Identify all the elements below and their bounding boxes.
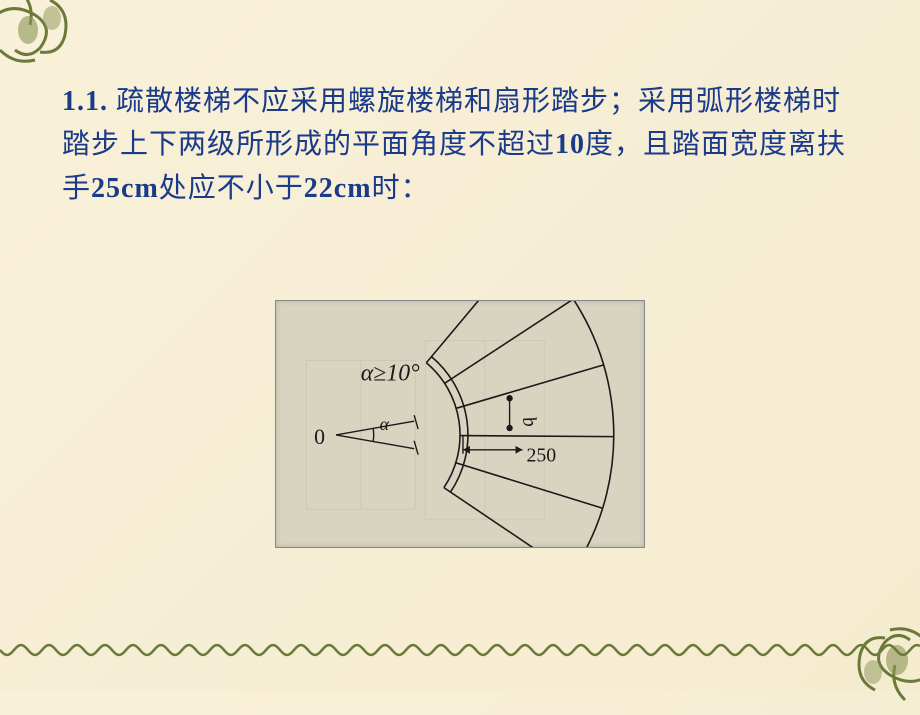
- b-label: b: [518, 415, 542, 429]
- angle-mark: [336, 415, 418, 454]
- stair-diagram-figure: α≥10° 0 α b 250: [275, 300, 645, 548]
- corner-flourish-bottom-right: [765, 550, 920, 715]
- text-part-4: 时：: [372, 173, 430, 204]
- paragraph-text: 1.1. 疏散楼梯不应采用螺旋楼梯和扇形踏步；采用弧形楼梯时踏步上下两级所形成的…: [62, 80, 862, 210]
- alpha-geq-label: α≥10°: [361, 360, 420, 386]
- wave-border-bottom: [0, 640, 920, 660]
- main-content: 1.1. 疏散楼梯不应采用螺旋楼梯和扇形踏步；采用弧形楼梯时踏步上下两级所形成的…: [62, 80, 862, 210]
- dimension-250: [463, 436, 523, 454]
- value-handrail: 25cm: [91, 173, 159, 204]
- alpha-arc-label: α: [380, 414, 390, 434]
- value-tread: 22cm: [304, 173, 372, 204]
- stair-diagram-svg: α≥10° 0 α b 250: [276, 301, 644, 547]
- dim-250-label: 250: [526, 445, 556, 467]
- dimension-b: [507, 396, 512, 431]
- text-part-3: 处应不小于: [159, 173, 304, 204]
- origin-label: 0: [314, 425, 325, 449]
- value-angle: 10: [555, 129, 585, 160]
- heading-number: 1.1.: [62, 86, 108, 117]
